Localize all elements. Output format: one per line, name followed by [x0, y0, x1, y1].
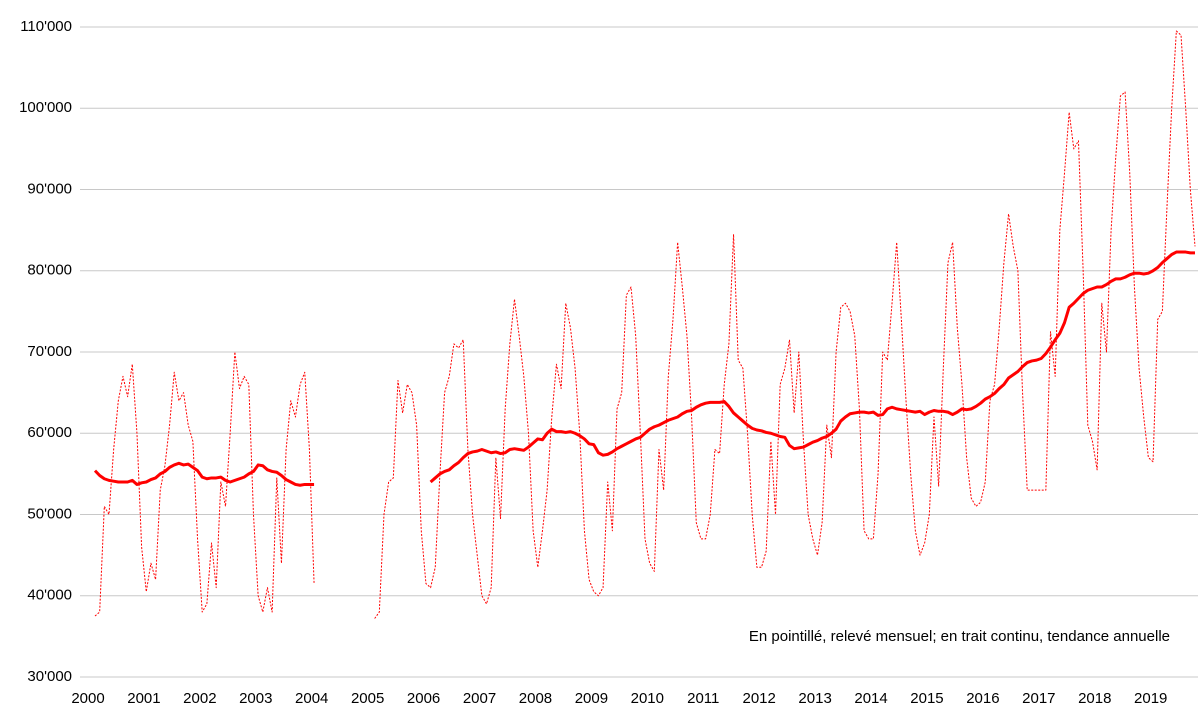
y-tick-label: 110'000	[20, 18, 72, 35]
x-tick-label: 2013	[798, 690, 831, 707]
x-tick-label: 2011	[687, 690, 719, 707]
y-tick-label: 40'000	[27, 587, 72, 604]
x-tick-label: 2003	[239, 690, 272, 707]
x-tick-label: 2017	[1022, 690, 1055, 707]
x-tick-label: 2000	[71, 690, 104, 707]
y-tick-label: 100'000	[19, 99, 72, 116]
y-tick-label: 90'000	[27, 180, 72, 197]
x-tick-label: 2007	[463, 690, 496, 707]
monthly-line	[94, 30, 1196, 619]
y-tick-label: 60'000	[27, 424, 72, 441]
y-tick-label: 50'000	[27, 505, 72, 522]
trend-line	[93, 250, 1195, 487]
x-tick-label: 2001	[127, 690, 160, 707]
y-tick-label: 80'000	[27, 262, 72, 279]
annotation: En pointillé, relevé mensuel; en trait c…	[749, 628, 1170, 645]
y-tick-label: 70'000	[27, 343, 72, 360]
x-tick-label: 2014	[854, 690, 887, 707]
x-tick-label: 2018	[1078, 690, 1111, 707]
x-tick-label: 2004	[295, 690, 328, 707]
x-tick-label: 2016	[966, 690, 999, 707]
y-tick-label: 30'000	[27, 668, 72, 685]
x-tick-label: 2019	[1134, 690, 1167, 707]
x-tick-label: 2005	[351, 690, 384, 707]
x-tick-label: 2008	[519, 690, 552, 707]
x-tick-label: 2009	[575, 690, 608, 707]
x-tick-label: 2015	[910, 690, 943, 707]
x-tick-label: 2006	[407, 690, 440, 707]
x-tick-label: 2002	[183, 690, 216, 707]
x-tick-label: 2010	[631, 690, 664, 707]
x-tick-label: 2012	[742, 690, 775, 707]
